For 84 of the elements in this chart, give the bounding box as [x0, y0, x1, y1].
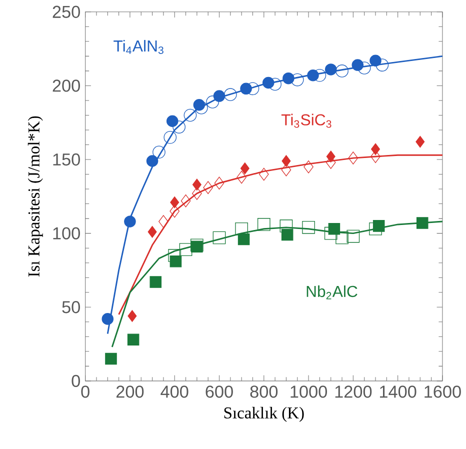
point — [146, 154, 158, 167]
x-tick-label: 1600 — [424, 385, 461, 398]
x-tick-label: 200 — [116, 385, 144, 398]
x-tick-label: 600 — [206, 385, 233, 398]
point — [128, 310, 137, 322]
point — [369, 222, 382, 236]
x-tick-label: 1200 — [335, 385, 372, 398]
point — [259, 168, 269, 181]
point — [194, 101, 208, 114]
point — [358, 61, 371, 74]
x-tick-label: 1000 — [290, 385, 327, 398]
point — [352, 58, 364, 71]
point — [370, 54, 382, 66]
point — [302, 220, 315, 234]
point — [307, 69, 319, 82]
point — [152, 146, 166, 158]
y-tick-label: 0 — [72, 374, 80, 387]
point — [158, 214, 168, 228]
point — [192, 178, 202, 190]
point — [184, 108, 197, 122]
point — [371, 143, 380, 155]
point — [212, 231, 226, 244]
point — [238, 233, 250, 245]
point — [346, 230, 360, 243]
point — [214, 176, 224, 190]
point — [166, 115, 178, 127]
point — [324, 226, 338, 240]
point — [180, 194, 191, 208]
point — [262, 76, 274, 88]
point — [170, 196, 180, 208]
point — [336, 64, 348, 78]
y-tick-label: 200 — [52, 79, 80, 92]
point — [376, 58, 389, 72]
point — [105, 352, 117, 364]
point — [179, 242, 192, 256]
point — [148, 226, 157, 238]
point — [304, 160, 314, 174]
point — [336, 231, 348, 244]
x-tick-label: 0 — [81, 385, 90, 398]
y-tick-label: 50 — [62, 300, 80, 314]
point — [282, 72, 294, 84]
point — [193, 98, 206, 111]
point — [326, 150, 336, 162]
y-axis-title: Isı Kapasitesi (J/mol*K) — [28, 116, 43, 276]
point — [164, 130, 177, 144]
point — [240, 82, 252, 94]
point — [170, 255, 182, 268]
y-tick-label: 150 — [53, 153, 80, 166]
point — [281, 228, 294, 240]
y-tick-label: 250 — [52, 6, 80, 18]
point — [235, 222, 248, 236]
text: Ti$_{4}$AlN$_{3}$ — [114, 40, 164, 54]
text: Nb$_{2}$AlC — [306, 285, 358, 300]
point — [240, 162, 250, 174]
point — [324, 63, 337, 76]
x-tick-label: 400 — [160, 385, 188, 398]
point — [257, 218, 270, 231]
point — [203, 180, 213, 194]
point — [124, 215, 136, 228]
point — [328, 222, 340, 235]
point — [172, 120, 186, 134]
point — [213, 90, 226, 102]
point — [236, 170, 246, 184]
x-tick-label: 1400 — [380, 385, 416, 398]
point — [268, 78, 282, 90]
point — [150, 276, 162, 288]
x-axis-title: Sıcaklık (K) — [224, 406, 304, 422]
point — [224, 88, 237, 101]
text: Ti$_{3}$SiC$_{3}$ — [281, 114, 332, 128]
point — [206, 95, 219, 108]
x-tick-label: 800 — [250, 385, 278, 398]
point — [127, 334, 140, 346]
point — [281, 163, 292, 176]
point — [416, 136, 425, 148]
point — [168, 248, 182, 262]
point — [372, 220, 385, 232]
y-tick-label: 100 — [53, 227, 80, 240]
point — [280, 219, 293, 232]
point — [348, 151, 358, 164]
point — [282, 154, 291, 167]
point — [290, 73, 304, 86]
point — [102, 312, 114, 325]
point — [192, 186, 202, 200]
point — [416, 216, 428, 229]
